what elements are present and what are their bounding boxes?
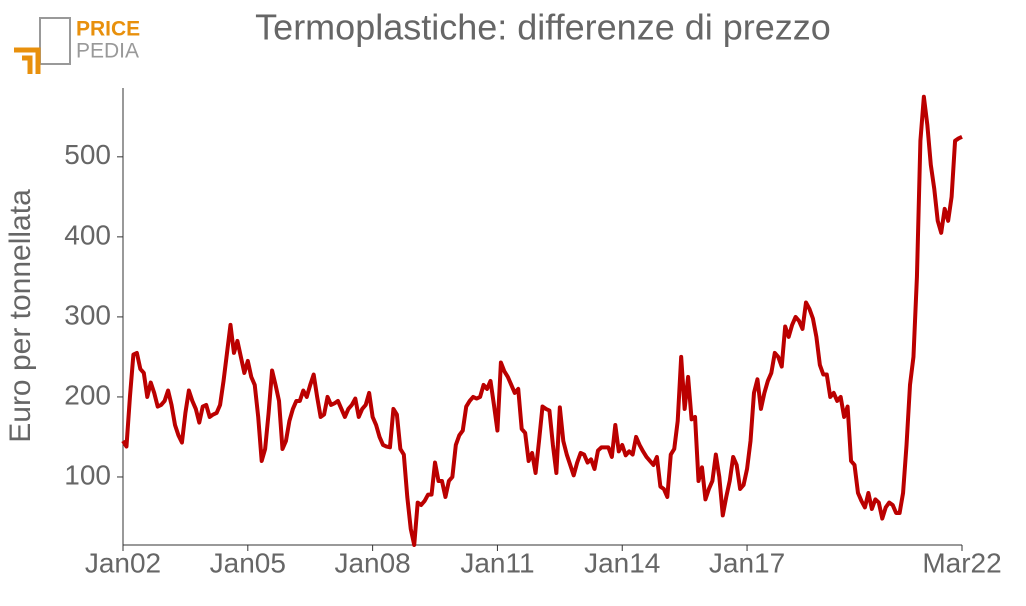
logo-mark [14, 47, 41, 74]
y-tick-label: 500 [64, 139, 111, 170]
y-tick-label: 200 [64, 379, 111, 410]
x-tick-label: Jan14 [584, 547, 660, 578]
logo: PRICE PEDIA [14, 17, 140, 74]
logo-text: PEDIA [76, 40, 139, 63]
data-line [121, 94, 963, 547]
x-tick-label: Mar22 [922, 547, 1001, 578]
x-tick-label: Jan05 [210, 547, 286, 578]
x-tick-label: Jan02 [85, 547, 161, 578]
y-tick-label: 100 [64, 459, 111, 490]
y-tick-label: 400 [64, 219, 111, 250]
logo-text: PRICE [76, 18, 140, 41]
x-tick-label: Jan08 [334, 547, 410, 578]
x-tick-label: Jan11 [460, 547, 534, 578]
y-tick-label: 300 [64, 299, 111, 330]
chart-title: Termoplastiche: differenze di prezzo [255, 7, 831, 48]
x-tick-label: Jan17 [709, 547, 785, 578]
y-axis-label: Euro per tonnellata [4, 189, 37, 443]
logo-frame [39, 17, 71, 65]
